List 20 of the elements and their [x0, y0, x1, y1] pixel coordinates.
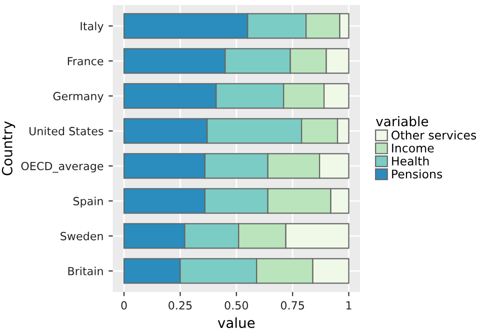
x-tick-label: 1 — [346, 301, 352, 310]
legend-title: variable — [376, 116, 428, 126]
y-axis-title: Country — [2, 121, 16, 176]
legend-label: Income — [392, 144, 434, 153]
x-tick-label: 0.50 — [224, 301, 248, 310]
y-tick-label: Spain — [73, 196, 103, 208]
x-tick-label: 0.75 — [280, 301, 304, 310]
y-tick-label: France — [68, 57, 104, 66]
y-tick-label: Italy — [80, 22, 104, 32]
legend-label: Health — [392, 156, 429, 166]
x-tick-label: 0 — [121, 301, 127, 310]
y-tick-label: Britain — [68, 266, 103, 276]
y-tick-label: Germany — [53, 92, 104, 102]
legend-label: Other services — [392, 130, 476, 140]
x-tick-label: 0.25 — [168, 301, 192, 310]
x-axis-title: value — [218, 317, 255, 328]
y-tick-label: United States — [30, 126, 104, 136]
legend-label: Pensions — [392, 169, 442, 178]
y-tick-label: OECD_average — [21, 162, 104, 173]
y-tick-label: Sweden — [60, 232, 103, 240]
